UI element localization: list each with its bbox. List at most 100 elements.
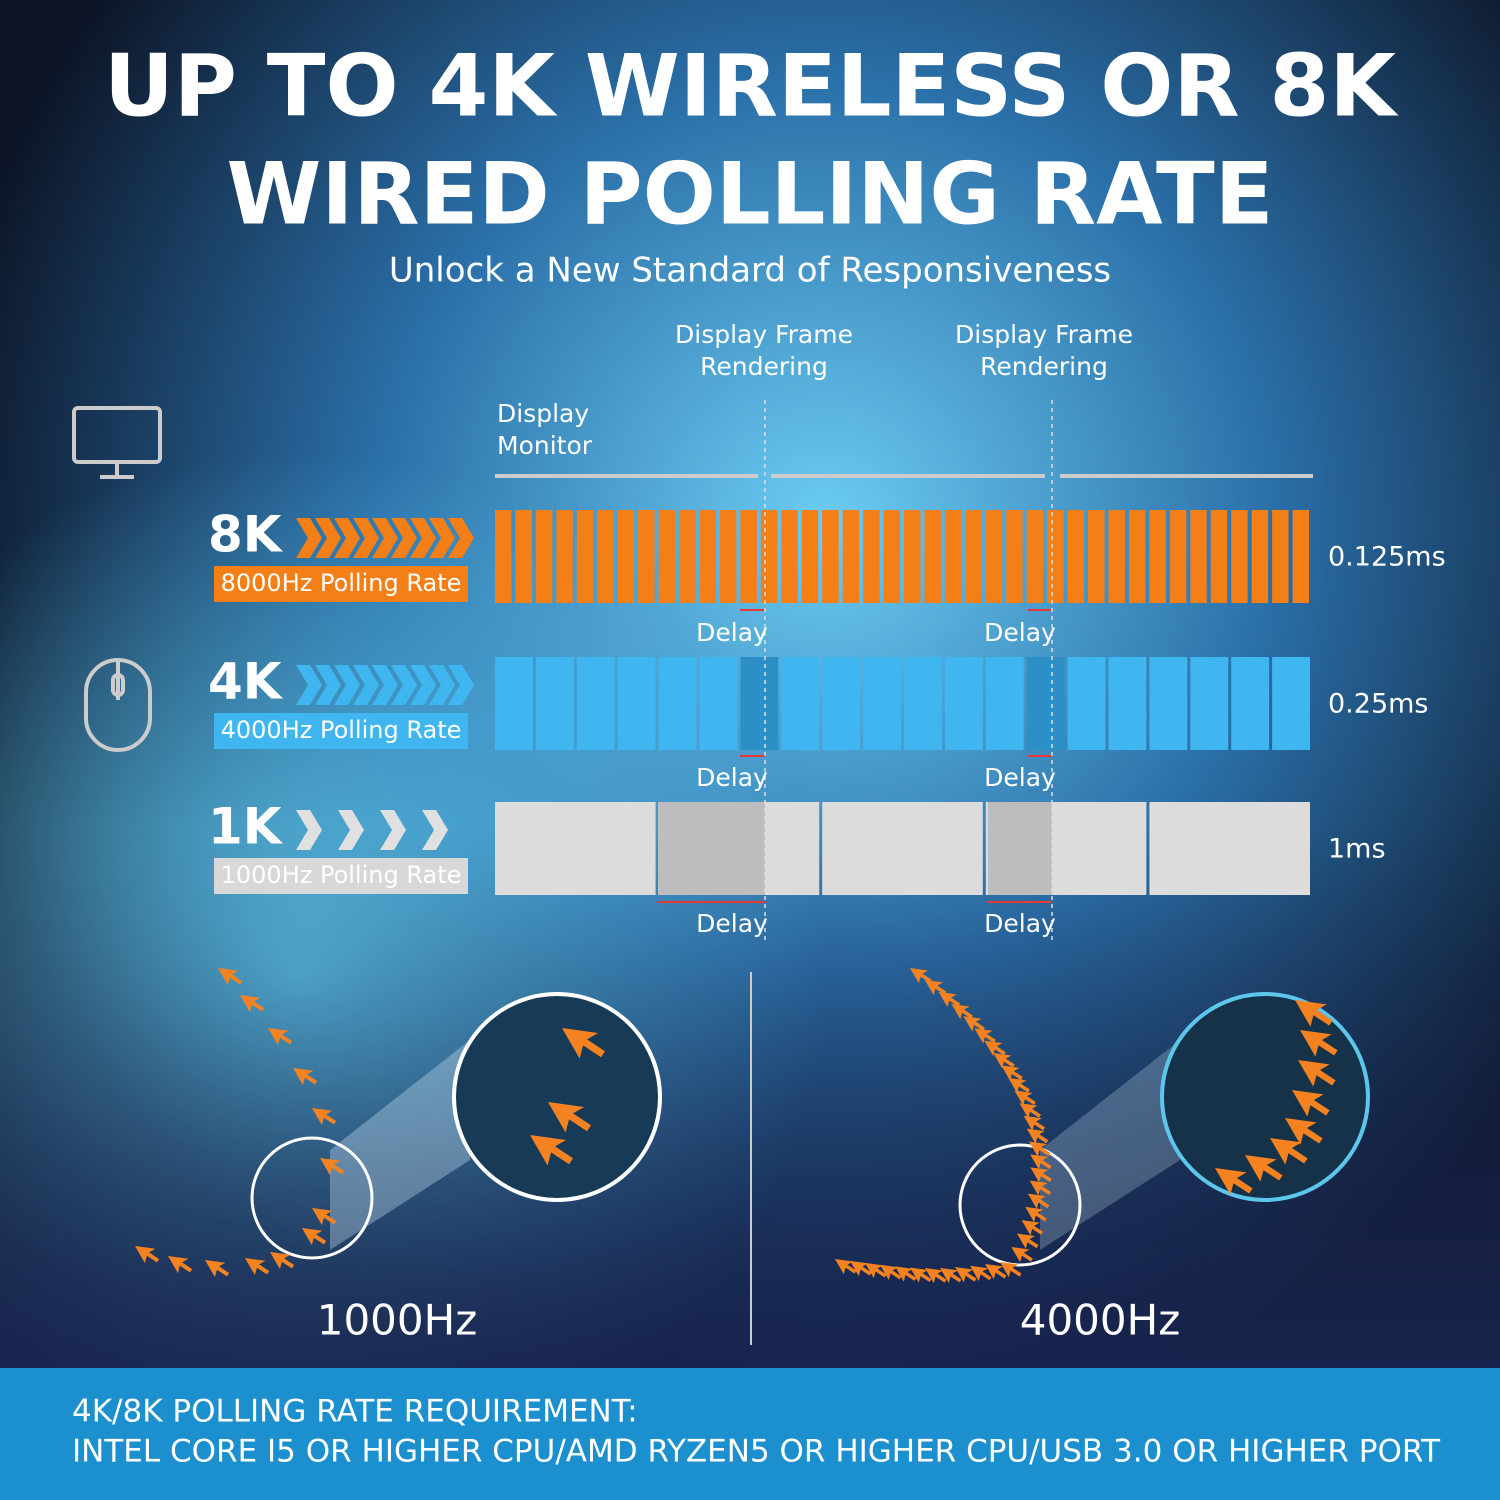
delay-label: Delay	[984, 618, 1056, 647]
bar-segment	[740, 657, 779, 750]
cursor-arrow	[1021, 1220, 1044, 1236]
bar-segment	[679, 510, 696, 603]
cursor-arrow	[895, 1266, 917, 1282]
rate-label-box	[214, 566, 468, 602]
bar-segment	[1026, 657, 1065, 750]
chevron	[334, 518, 360, 558]
cursor-arrow	[1028, 1141, 1051, 1157]
bar-segment	[822, 510, 839, 603]
bar-segment	[1149, 657, 1188, 750]
cursor-arrow	[940, 1267, 962, 1284]
rate-label: 4000Hz Polling Rate	[221, 716, 462, 744]
bar-segment	[760, 510, 778, 603]
cursor-arrow	[1245, 1155, 1283, 1182]
rate-label: 1000Hz Polling Rate	[221, 861, 462, 889]
bar-segment	[597, 510, 614, 603]
bar-segment	[944, 510, 962, 603]
bar-segment	[1128, 510, 1146, 603]
zoom-beam	[1040, 1040, 1180, 1250]
zoom-circle	[250, 1136, 374, 1260]
monitor-label: Monitor	[497, 431, 593, 460]
frame-label: Display Frame	[675, 320, 853, 349]
cursor-arrow	[924, 979, 947, 996]
cursor-arrow	[1295, 1000, 1333, 1027]
cursor-arrow	[963, 1016, 985, 1032]
bar-segment	[1231, 657, 1270, 750]
chevron	[429, 518, 455, 558]
chevron	[372, 665, 398, 705]
chevron	[380, 810, 406, 850]
cursor-arrow	[245, 1258, 270, 1276]
cursor-arrow	[1014, 1090, 1036, 1106]
zoom-lens	[452, 992, 662, 1202]
cursor-arrow	[548, 1102, 591, 1133]
bar-segment	[719, 510, 737, 603]
cursor-arrow	[1292, 1090, 1330, 1117]
footer-heading: 4K/8K POLLING RATE REQUIREMENT:	[72, 1394, 638, 1430]
chevron	[296, 665, 322, 705]
cursor-arrow	[1027, 1193, 1050, 1209]
cursor-arrow	[320, 1158, 345, 1176]
bar-segment	[576, 657, 615, 750]
bar-segment	[535, 657, 574, 750]
bar-segment	[1067, 657, 1106, 750]
cursor-arrow	[1300, 1030, 1338, 1057]
bar-segment	[495, 510, 512, 603]
bar-segment	[638, 510, 655, 603]
frame-label: Rendering	[980, 352, 1108, 381]
bar-segment	[1149, 510, 1166, 603]
bar-segment	[699, 510, 716, 603]
cursor-arrow	[850, 1260, 872, 1277]
bar-segment	[1169, 510, 1187, 603]
cursor-arrow	[880, 1264, 902, 1280]
cursor-arrow	[1026, 1128, 1049, 1144]
cursor-arrow	[1008, 1077, 1030, 1094]
bar-segment	[658, 510, 676, 603]
bar-segment	[944, 657, 983, 750]
bar-segment	[1088, 510, 1105, 603]
cursor-arrow	[835, 1258, 857, 1275]
chevron	[391, 518, 417, 558]
bar-segment	[740, 510, 757, 603]
bar-segment	[699, 657, 738, 750]
frame-label: Display Frame	[955, 320, 1133, 349]
interval: 1ms	[1328, 834, 1386, 865]
cursor-arrow	[1285, 1118, 1323, 1145]
bar-segment	[863, 510, 880, 603]
cursor-arrow	[1023, 1115, 1046, 1132]
bar-segment	[985, 510, 1003, 603]
cursor-arrow	[1019, 1103, 1041, 1119]
delay-zone	[658, 802, 765, 895]
rate-label-box	[214, 713, 468, 749]
comparison-label: 1000Hz	[317, 1296, 478, 1345]
bar-segment	[924, 510, 941, 603]
interval: 0.25ms	[1328, 689, 1429, 720]
bar-segment	[556, 510, 573, 603]
bar-segment	[985, 657, 1024, 750]
cursor-arrow	[865, 1262, 887, 1279]
frame-dividers	[764, 400, 1053, 940]
frame-label: Rendering	[700, 352, 828, 381]
chevron	[315, 518, 341, 558]
bar-segment	[904, 510, 921, 603]
bar-segment	[781, 657, 820, 750]
cursor-arrow	[135, 1246, 160, 1264]
bar-segment	[535, 510, 553, 603]
bar-segment	[1149, 802, 1310, 895]
delay-label: Delay	[984, 763, 1056, 792]
cursor-arrow	[562, 1028, 605, 1059]
cursor-arrow	[302, 1228, 327, 1246]
bar-segment	[495, 802, 656, 895]
cursor-arrow	[218, 968, 243, 986]
cursor-arrow	[1000, 1262, 1022, 1278]
cursor-arrow	[910, 1267, 932, 1283]
cursor-arrow	[974, 1028, 996, 1044]
chevron	[422, 810, 448, 850]
zoom-circle	[958, 1143, 1082, 1267]
bar-segment	[781, 510, 798, 603]
bar-segment	[1292, 510, 1309, 603]
cursor-arrow	[985, 1263, 1007, 1280]
chevron	[353, 665, 379, 705]
rate-badge: 1K	[208, 798, 284, 856]
bar-segment	[1047, 510, 1064, 603]
